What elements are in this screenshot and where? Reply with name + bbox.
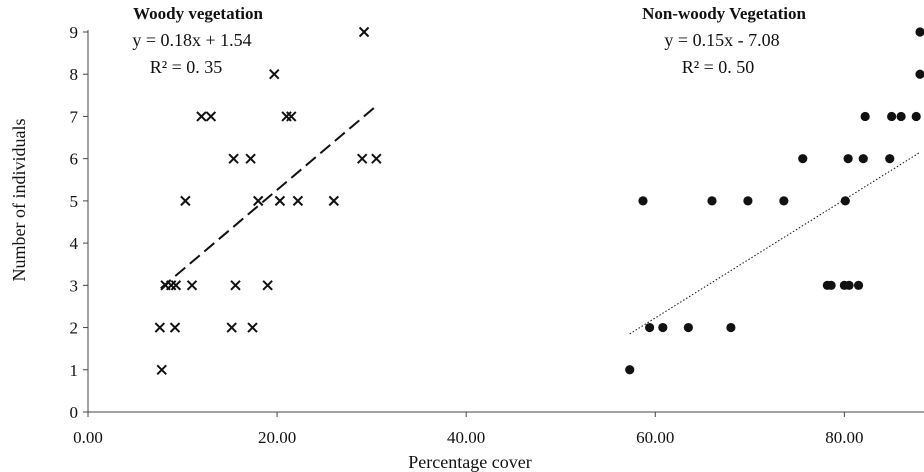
y-tick-label: 5 [70, 192, 79, 211]
nonwoody-annotation-title: Non-woody Vegetation [642, 4, 806, 23]
y-tick-label: 7 [70, 107, 79, 126]
axes: 0 1 2 3 4 5 6 7 8 9 0.00 20.00 40.00 60.00 80.00 [70, 23, 924, 447]
woody-point [371, 153, 382, 164]
nonwoody-trendline [629, 151, 921, 335]
nonwoody-point [911, 111, 921, 122]
nonwoody-point [826, 280, 836, 290]
nonwoody-point [844, 280, 854, 290]
y-tick-label: 4 [70, 234, 79, 253]
y-tick-label: 3 [70, 276, 79, 295]
woody-point [170, 280, 182, 291]
nonwoody-point [779, 196, 789, 206]
nonwoody-point [885, 154, 895, 164]
nonwoody-point [743, 196, 753, 206]
woody-point [247, 322, 258, 333]
nonwoody-point [726, 322, 736, 333]
woody-point [252, 195, 264, 207]
y-tick-label: 2 [70, 319, 79, 338]
nonwoody-point [658, 322, 668, 333]
woody-point [262, 280, 273, 291]
woody-point [169, 322, 181, 333]
nonwoody-point [798, 154, 808, 164]
woody-point [358, 26, 370, 38]
y-tick-label: 1 [70, 361, 79, 380]
nonwoody-point [843, 154, 853, 164]
nonwoody-point [638, 196, 648, 206]
woody-point [328, 195, 340, 207]
woody-point [269, 69, 280, 80]
nonwoody-equation: y = 0.15x - 7.08 [664, 30, 779, 50]
woody-point [286, 111, 297, 122]
nonwoody-annotation: Non-woody Vegetation y = 0.15x - 7.08 R²… [642, 4, 806, 77]
woody-annotation-title: Woody vegetation [133, 4, 263, 23]
nonwoody-point [915, 27, 924, 37]
woody-point [281, 111, 292, 122]
x-axis-title: Percentage cover [408, 452, 531, 472]
nonwoody-point [645, 322, 655, 333]
x-tick-label: 60.00 [636, 428, 674, 447]
woody-point [196, 111, 207, 122]
y-tick-label: 8 [70, 65, 79, 84]
woody-trendline [160, 105, 378, 290]
nonwoody-point [896, 111, 906, 122]
nonwoody-point [683, 322, 693, 333]
data-markers [154, 26, 924, 375]
y-tick-label: 6 [70, 150, 79, 169]
nonwoody-point [840, 196, 850, 206]
nonwoody-point [853, 280, 864, 290]
woody-point [292, 195, 304, 207]
y-tick-label: 9 [70, 23, 79, 42]
nonwoody-r2: R² = 0. 50 [682, 57, 755, 77]
x-tick-label: 0.00 [73, 428, 103, 447]
y-tick-label: 0 [70, 403, 79, 422]
woody-point [228, 153, 239, 164]
x-tick-label: 80.00 [825, 428, 863, 447]
y-axis-title: Number of individuals [9, 119, 29, 282]
nonwoody-point [915, 69, 924, 79]
woody-point [154, 322, 166, 333]
woody-point [230, 280, 241, 291]
woody-point [180, 195, 191, 207]
x-tick-label: 40.00 [447, 428, 485, 447]
x-tick-label: 20.00 [258, 428, 296, 447]
nonwoody-point [625, 365, 635, 375]
woody-point [356, 153, 368, 164]
trendlines [160, 105, 921, 335]
nonwoody-point [860, 111, 870, 122]
woody-point [205, 111, 217, 122]
woody-point [245, 153, 256, 164]
woody-point [274, 195, 286, 207]
nonwoody-point [887, 111, 897, 122]
woody-point [186, 280, 198, 291]
woody-annotation: Woody vegetation y = 0.18x + 1.54 R² = 0… [132, 4, 263, 77]
woody-point [165, 280, 177, 291]
woody-r2: R² = 0. 35 [150, 57, 223, 77]
nonwoody-point [707, 196, 717, 206]
woody-equation: y = 0.18x + 1.54 [132, 30, 251, 50]
nonwoody-point [858, 154, 868, 164]
woody-point [156, 364, 167, 375]
woody-point [226, 322, 237, 333]
